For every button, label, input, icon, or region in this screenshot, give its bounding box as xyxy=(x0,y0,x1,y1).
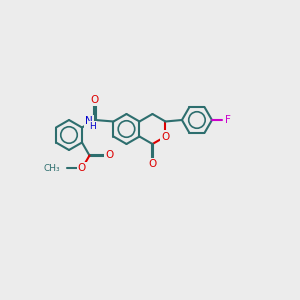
Text: CH₃: CH₃ xyxy=(44,164,60,173)
Text: F: F xyxy=(225,115,230,125)
Text: O: O xyxy=(148,159,157,170)
Text: O: O xyxy=(78,164,86,173)
Text: O: O xyxy=(161,131,169,142)
Text: O: O xyxy=(106,151,114,160)
Text: O: O xyxy=(91,94,99,105)
Text: H: H xyxy=(89,122,96,131)
Text: N: N xyxy=(85,116,93,126)
